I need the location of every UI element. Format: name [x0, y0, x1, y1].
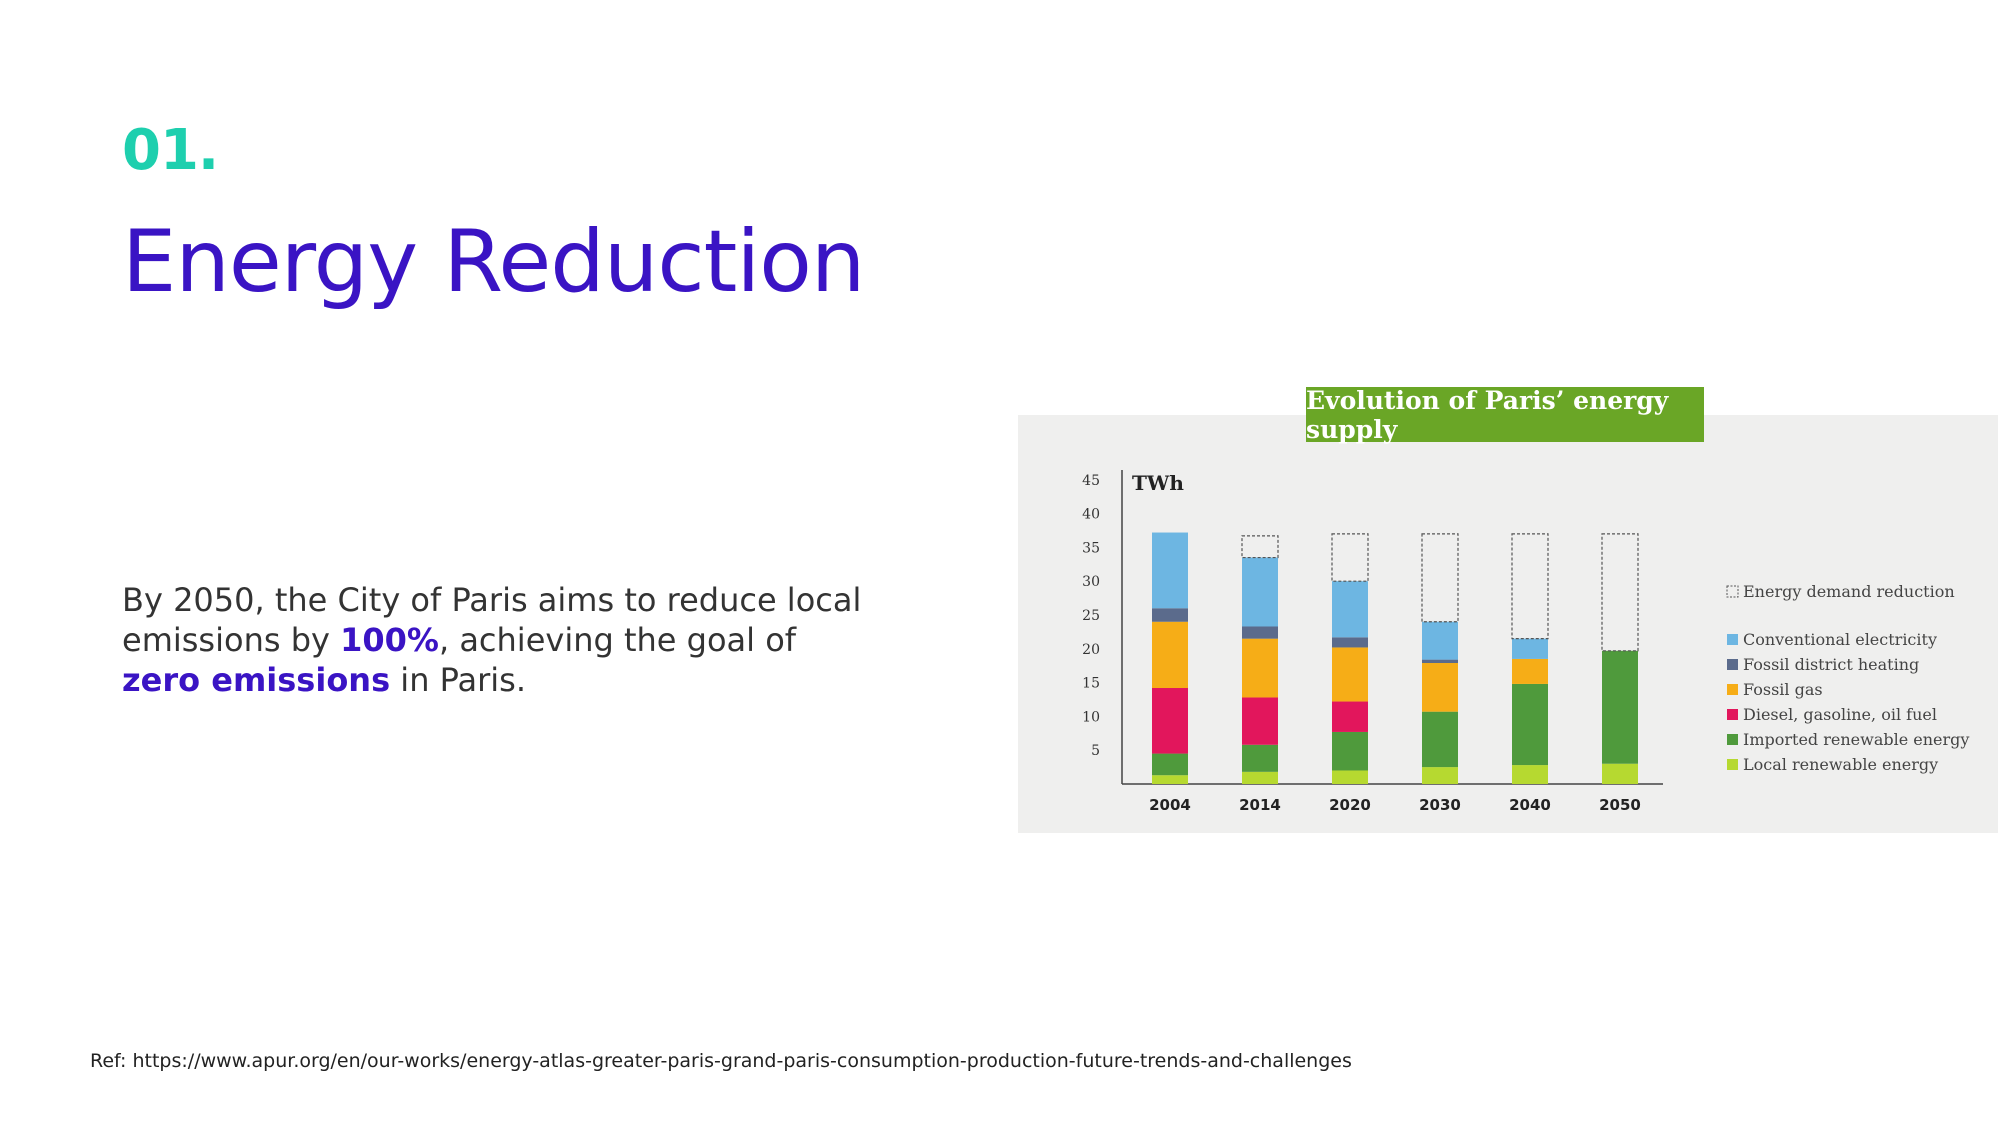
x-tick-label: 2040 — [1509, 796, 1551, 814]
legend-swatch — [1727, 759, 1738, 770]
legend-swatch — [1726, 585, 1739, 598]
bar-segment — [1602, 763, 1638, 784]
bar-segment — [1242, 557, 1278, 627]
legend-swatch — [1727, 684, 1738, 695]
bar-segment — [1422, 767, 1458, 784]
y-tick-label: 40 — [1082, 507, 1100, 523]
body-paragraph: By 2050, the City of Paris aims to reduc… — [122, 580, 882, 700]
bar-segment — [1421, 533, 1459, 623]
chart-title-banner: Evolution of Paris’ energy supply — [1306, 385, 1704, 444]
reference-link[interactable]: Ref: https://www.apur.org/en/our-works/e… — [90, 1050, 1352, 1072]
bar-segment — [1512, 683, 1548, 766]
bar-segment — [1152, 532, 1188, 609]
highlight-100-percent: 100% — [340, 621, 439, 659]
legend-swatch — [1727, 734, 1738, 745]
bar-segment — [1512, 638, 1548, 659]
bar-segment — [1242, 626, 1278, 639]
bar-segment — [1332, 647, 1368, 702]
legend-label: Local renewable energy — [1743, 755, 1938, 774]
y-tick-label: 10 — [1082, 709, 1100, 725]
body-text-1: By 2050, the City of Paris aims to reduc… — [122, 581, 862, 659]
body-text-3: in Paris. — [390, 661, 526, 699]
chart-title: Evolution of Paris’ energy supply — [1306, 385, 1669, 444]
page-title: Energy Reduction — [122, 212, 865, 312]
y-tick-label: 15 — [1082, 676, 1100, 692]
legend-label: Conventional electricity — [1743, 630, 1937, 649]
legend-swatch — [1727, 709, 1738, 720]
legend-label: Diesel, gasoline, oil fuel — [1743, 705, 1937, 724]
bar-segment — [1332, 731, 1368, 771]
bar-segment — [1242, 638, 1278, 698]
legend-label: Imported renewable energy — [1743, 730, 1969, 749]
x-tick-label: 2030 — [1419, 796, 1461, 814]
x-tick-label: 2050 — [1599, 796, 1641, 814]
bar-segment — [1422, 711, 1458, 768]
bar-segment — [1332, 701, 1368, 732]
bar-segment — [1512, 765, 1548, 784]
bar-segment — [1152, 775, 1188, 784]
bar-segment — [1152, 753, 1188, 776]
bar-segment — [1152, 688, 1188, 754]
y-tick-label: 35 — [1082, 540, 1100, 556]
x-tick-label: 2020 — [1329, 796, 1371, 814]
bar-segment — [1602, 650, 1638, 764]
bar-segment — [1422, 662, 1458, 712]
body-text-2: , achieving the goal of — [438, 621, 797, 659]
bar-segment — [1242, 697, 1278, 745]
bar-segment — [1241, 535, 1279, 559]
y-tick-label: 20 — [1082, 642, 1100, 658]
highlight-zero-emissions: zero emissions — [122, 661, 391, 699]
bar-segment — [1152, 608, 1188, 622]
y-tick-label: 30 — [1082, 574, 1100, 590]
bar-segment — [1152, 621, 1188, 689]
y-axis-unit-label: TWh — [1132, 471, 1184, 495]
legend-swatch — [1727, 659, 1738, 670]
y-tick-label: 45 — [1082, 473, 1100, 489]
legend-swatch — [1727, 634, 1738, 645]
bar-segment — [1332, 581, 1368, 638]
y-tick-label: 25 — [1082, 608, 1100, 624]
x-tick-label: 2014 — [1239, 796, 1281, 814]
x-tick-label: 2004 — [1149, 796, 1191, 814]
bar-segment — [1242, 771, 1278, 784]
bar-segment — [1511, 533, 1549, 640]
legend-label: Fossil district heating — [1743, 655, 1919, 674]
legend-label: Energy demand reduction — [1743, 582, 1955, 601]
bar-segment — [1422, 621, 1458, 660]
bar-segment — [1332, 637, 1368, 648]
bar-segment — [1332, 770, 1368, 784]
bar-segment — [1331, 533, 1369, 582]
y-tick-label: 5 — [1091, 743, 1100, 759]
bar-segment — [1601, 533, 1639, 652]
bar-segment — [1422, 659, 1458, 663]
section-number: 01. — [122, 118, 219, 183]
legend-label: Fossil gas — [1743, 680, 1823, 699]
bar-segment — [1512, 658, 1548, 684]
bar-segment — [1242, 744, 1278, 772]
